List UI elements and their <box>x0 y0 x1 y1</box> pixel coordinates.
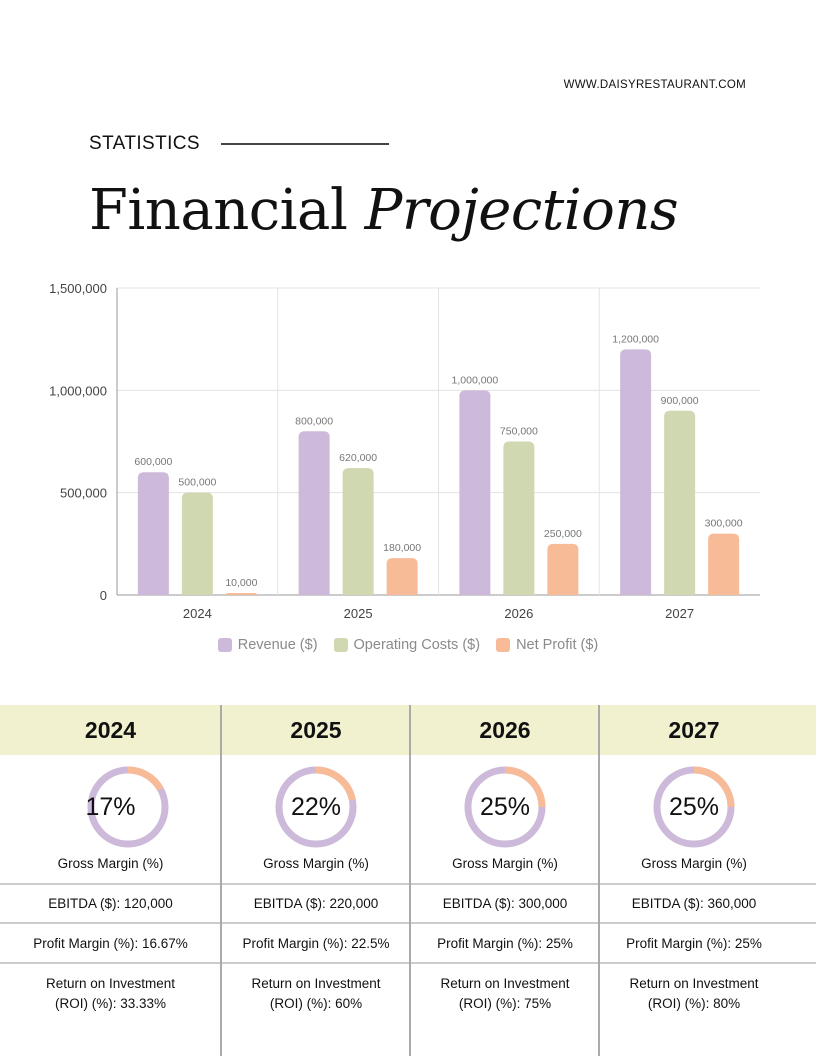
gross-margin-label: Gross Margin (%) <box>263 856 369 871</box>
x-tick-label: 2025 <box>344 606 373 621</box>
x-tick-label: 2026 <box>504 606 533 621</box>
gross-margin-value: 25% <box>668 793 720 821</box>
row-divider <box>0 962 816 964</box>
bar-net-profit-2026 <box>547 543 579 595</box>
roi-label: Return on Investment <box>440 976 570 991</box>
gross-margin-label: Gross Margin (%) <box>452 856 558 871</box>
ebitda-value: EBITDA ($): 120,000 <box>48 896 173 911</box>
gross-margin-donut <box>87 766 169 848</box>
gross-margin-value: 17% <box>85 793 136 821</box>
gross-margin-value: 25% <box>479 793 531 821</box>
data-label: 620,000 <box>339 452 377 464</box>
gross-margin-label: Gross Margin (%) <box>641 856 747 871</box>
website-url: WWW.DAISYRESTAURANT.COM <box>563 79 746 91</box>
legend-swatch-operating-costs <box>333 638 348 652</box>
roi-value: (ROI) (%): 75% <box>458 996 552 1011</box>
ebitda-value: EBITDA ($): 360,000 <box>631 896 757 911</box>
legend-item-operating-costs: Operating Costs ($) <box>333 637 481 653</box>
metrics-table: 2024 17% Gross Margin (%) EBITDA ($): 12… <box>0 705 816 1056</box>
roi-value: (ROI) (%): 80% <box>647 996 741 1011</box>
data-label: 180,000 <box>383 542 421 554</box>
ebitda-value: EBITDA ($): 220,000 <box>253 896 379 911</box>
gross-margin-donut <box>464 766 546 848</box>
data-label: 600,000 <box>134 456 172 468</box>
data-label: 900,000 <box>661 395 699 407</box>
bar-revenue-2026 <box>459 390 491 595</box>
legend-swatch-revenue <box>217 638 232 652</box>
roi-label: Return on Investment <box>45 976 176 991</box>
column-divider <box>598 705 600 1056</box>
data-label: 750,000 <box>500 426 538 438</box>
data-label: 800,000 <box>295 415 333 427</box>
gross-margin-donut <box>275 766 357 848</box>
donut-fill-arc <box>315 766 356 801</box>
bar-operating-costs-2024 <box>181 492 213 595</box>
bar-operating-costs-2027 <box>664 410 696 595</box>
data-label: 500,000 <box>178 477 216 489</box>
bar-operating-costs-2026 <box>503 441 535 595</box>
bar-net-profit-2025 <box>386 558 418 595</box>
x-tick-label: 2027 <box>665 606 694 621</box>
bar-operating-costs-2025 <box>342 468 374 595</box>
y-tick-label: 0 <box>100 588 107 603</box>
chart-legend: Revenue ($) Operating Costs ($) Net Prof… <box>0 637 816 653</box>
title-regular: Financial <box>89 178 348 243</box>
profit-margin-value: Profit Margin (%): 25% <box>437 936 573 951</box>
y-tick-label: 1,500,000 <box>49 281 107 296</box>
data-label: 250,000 <box>544 528 582 540</box>
bar-revenue-2027 <box>620 349 652 595</box>
donut-fill-arc <box>504 766 546 808</box>
column-divider <box>220 705 222 1056</box>
legend-item-net-profit: Net Profit ($) <box>496 637 598 653</box>
bar-net-profit-2027 <box>708 533 740 595</box>
page-title: Financial Projections <box>89 178 679 243</box>
bar-revenue-2025 <box>298 431 330 595</box>
column-year: 2024 <box>84 717 137 743</box>
column-2027: 2027 25% Gross Margin (%) EBITDA ($): 36… <box>600 705 788 1056</box>
legend-label-net-profit: Net Profit ($) <box>516 637 599 653</box>
data-label: 1,000,000 <box>452 374 499 386</box>
legend-label-operating-costs: Operating Costs ($) <box>353 637 481 653</box>
column-year: 2025 <box>290 717 342 743</box>
column-year: 2027 <box>668 717 720 743</box>
column-year: 2026 <box>479 717 531 743</box>
data-label: 1,200,000 <box>612 333 659 345</box>
donut-fill-arc <box>693 766 735 808</box>
legend-item-revenue: Revenue ($) <box>217 637 318 653</box>
roi-label: Return on Investment <box>251 976 381 991</box>
column-2024: 2024 17% Gross Margin (%) EBITDA ($): 12… <box>0 705 221 1056</box>
gross-margin-value: 22% <box>290 793 342 821</box>
row-divider <box>0 883 816 885</box>
y-tick-label: 500,000 <box>60 486 107 501</box>
title-italic: Projections <box>364 178 679 243</box>
legend-swatch-net-profit <box>496 638 511 652</box>
roi-value: (ROI) (%): 60% <box>269 996 363 1011</box>
table-header-band <box>0 705 816 755</box>
bar-chart: 0 500,000 1,000,000 1,500,000 600,000 500,000… <box>49 281 760 621</box>
legend-label-revenue: Revenue ($) <box>237 637 318 653</box>
column-2025: 2025 22% Gross Margin (%) EBITDA ($): 22… <box>222 705 410 1056</box>
data-label: 300,000 <box>705 518 743 530</box>
roi-value: (ROI) (%): 33.33% <box>54 996 167 1011</box>
profit-margin-value: Profit Margin (%): 16.67% <box>33 936 188 951</box>
roi-label: Return on Investment <box>629 976 759 991</box>
profit-margin-value: Profit Margin (%): 22.5% <box>242 936 390 951</box>
bar-net-profit-2024 <box>225 592 257 595</box>
section-label: STATISTICS <box>89 133 200 154</box>
profit-margin-value: Profit Margin (%): 25% <box>626 936 762 951</box>
row-divider <box>0 922 816 924</box>
bar-revenue-2024 <box>137 472 169 595</box>
section-divider <box>221 143 389 145</box>
x-tick-label: 2024 <box>183 606 212 621</box>
donut-fill-arc <box>127 766 164 792</box>
data-label: 10,000 <box>225 577 257 589</box>
y-tick-label: 1,000,000 <box>49 383 107 398</box>
gross-margin-label: Gross Margin (%) <box>57 856 164 871</box>
column-2026: 2026 25% Gross Margin (%) EBITDA ($): 30… <box>411 705 599 1056</box>
gross-margin-donut <box>653 766 735 848</box>
ebitda-value: EBITDA ($): 300,000 <box>442 896 568 911</box>
column-divider <box>409 705 411 1056</box>
